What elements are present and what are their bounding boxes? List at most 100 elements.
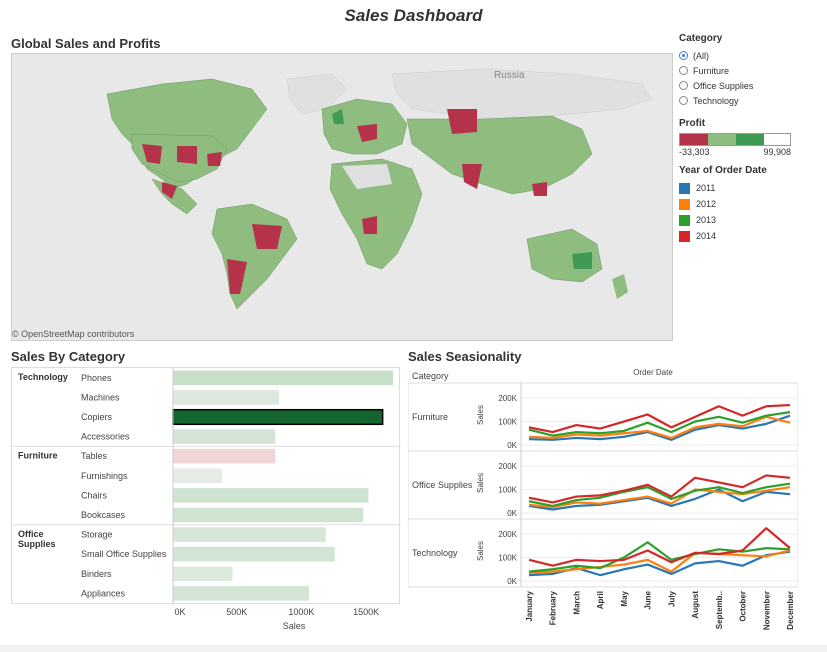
year-legend-item-2013[interactable]: 2013 (679, 212, 819, 228)
map-loss-europe (357, 124, 377, 142)
seasonality-svg: Category Order Date Furniture Sales 0K 100K 20… (407, 368, 799, 630)
map-label-russia: Russia (494, 70, 525, 81)
radio-button-icon[interactable] (679, 96, 688, 105)
category-bar[interactable] (173, 448, 276, 464)
category-bar[interactable] (173, 488, 369, 503)
month-tick-label: October (739, 591, 748, 622)
category-x-axis-svg: 0K 500K 1000K 1500K Sales (174, 607, 379, 631)
map-loss-us-central (177, 146, 197, 164)
seasonality-y-axis-title: Sales (476, 473, 485, 493)
year-label: 2014 (696, 231, 717, 241)
sub-category-label: Accessories (81, 432, 130, 442)
category-chart-title: Sales By Category (11, 349, 126, 364)
map-attribution[interactable]: © OpenStreetMap contributors (12, 329, 135, 339)
category-bar[interactable] (173, 546, 335, 562)
map-title: Global Sales and Profits (11, 36, 161, 51)
seasonality-column-header: Category (412, 371, 449, 381)
category-option-label: Technology (693, 95, 739, 106)
seasonality-line-2014[interactable] (528, 527, 791, 567)
seasonality-line-2011[interactable] (528, 488, 791, 511)
sub-category-label: Storage (81, 530, 113, 540)
month-tick-label: November (762, 591, 771, 630)
seasonality-y-tick-label: 0K (507, 509, 517, 518)
profit-ramp-max (764, 134, 790, 145)
map-loss-africa (362, 216, 377, 234)
radio-button-icon[interactable] (679, 81, 688, 90)
seasonality-line-2013[interactable] (528, 482, 791, 508)
sub-category-label: Binders (81, 569, 112, 579)
map-gain-europe (332, 109, 344, 124)
category-bar-svg: Technology Phones Machines Copiers Accessori… (12, 368, 401, 605)
seasonality-line-2011[interactable] (528, 414, 791, 441)
month-tick-label: December (786, 591, 795, 630)
dashboard-title: Sales Dashboard (344, 6, 483, 25)
map-loss-india (462, 164, 482, 189)
category-bar[interactable] (173, 527, 326, 542)
category-option-all[interactable]: (All) (679, 48, 819, 63)
sub-category-label: Chairs (81, 490, 108, 500)
category-filter: (All) Furniture Office Supplies Technology (679, 48, 819, 108)
category-bar[interactable] (173, 370, 393, 386)
year-legend-header: Year of Order Date (679, 165, 767, 176)
world-map-svg (12, 54, 672, 340)
map-loss-mexico (162, 182, 177, 199)
year-legend-item-2012[interactable]: 2012 (679, 196, 819, 212)
category-bar[interactable] (173, 586, 309, 601)
year-legend-item-2011[interactable]: 2011 (679, 180, 819, 196)
category-bar[interactable] (173, 429, 276, 444)
seasonality-line-2012[interactable] (528, 486, 791, 509)
world-map[interactable] (11, 53, 673, 341)
x-tick-label: 500K (226, 607, 247, 617)
map-region-russia (391, 68, 653, 120)
profit-ramp-loss (680, 134, 708, 145)
seasonality-y-tick-label: 0K (507, 441, 517, 450)
category-group-label: Technology (18, 372, 68, 382)
year-label: 2011 (696, 183, 716, 193)
profit-color-ramp[interactable] (679, 133, 791, 146)
sub-category-label: Furnishings (81, 471, 128, 481)
year-label: 2012 (696, 199, 717, 209)
seasonality-line-2013[interactable] (528, 411, 791, 437)
year-legend-item-2014[interactable]: 2014 (679, 228, 819, 244)
month-tick-label: January (525, 590, 534, 621)
category-option-label: Furniture (693, 65, 730, 76)
category-bar[interactable] (172, 408, 384, 426)
category-bar[interactable] (173, 468, 223, 484)
map-loss-argentina (227, 259, 247, 294)
x-axis-title: Sales (283, 621, 306, 631)
sub-category-label: Copiers (81, 412, 113, 422)
x-tick-label: 1500K (353, 607, 379, 617)
sales-by-category-chart: Technology Phones Machines Copiers Accessori… (11, 367, 401, 605)
seasonality-row-label: Technology (412, 548, 458, 558)
seasonality-line-2013[interactable] (528, 541, 791, 573)
seasonality-y-tick-label: 0K (507, 577, 517, 586)
category-option-furniture[interactable]: Furniture (679, 63, 819, 78)
category-filter-header: Category (679, 33, 723, 44)
category-option-technology[interactable]: Technology (679, 93, 819, 108)
month-tick-label: February (549, 590, 558, 625)
seasonality-y-tick-label: 100K (498, 554, 517, 563)
seasonality-line-2012[interactable] (528, 415, 791, 440)
seasonality-line-2014[interactable] (528, 474, 791, 504)
radio-button-icon[interactable] (679, 51, 688, 60)
sub-category-label: Small Office Supplies (81, 549, 167, 559)
category-option-office-supplies[interactable]: Office Supplies (679, 78, 819, 93)
radio-button-icon[interactable] (679, 66, 688, 75)
year-swatch (679, 214, 690, 226)
seasonality-line-2014[interactable] (528, 403, 791, 434)
seasonality-row-label: Furniture (412, 412, 448, 422)
sub-category-label: Appliances (81, 588, 126, 598)
seasonality-top-label: Order Date (633, 368, 673, 377)
year-swatch (679, 230, 690, 242)
category-bar[interactable] (173, 390, 280, 405)
map-region-nz (612, 274, 628, 299)
seasonality-y-tick-label: 200K (498, 530, 517, 539)
seasonality-row-label: Office Supplies (412, 480, 473, 490)
category-bar[interactable] (173, 566, 233, 582)
category-option-label: (All) (693, 50, 709, 61)
seasonality-line-2012[interactable] (528, 549, 791, 574)
category-bar[interactable] (173, 507, 364, 523)
seasonality-y-tick-label: 200K (498, 462, 517, 471)
seasonality-y-tick-label: 100K (498, 418, 517, 427)
seasonality-y-tick-label: 100K (498, 486, 517, 495)
